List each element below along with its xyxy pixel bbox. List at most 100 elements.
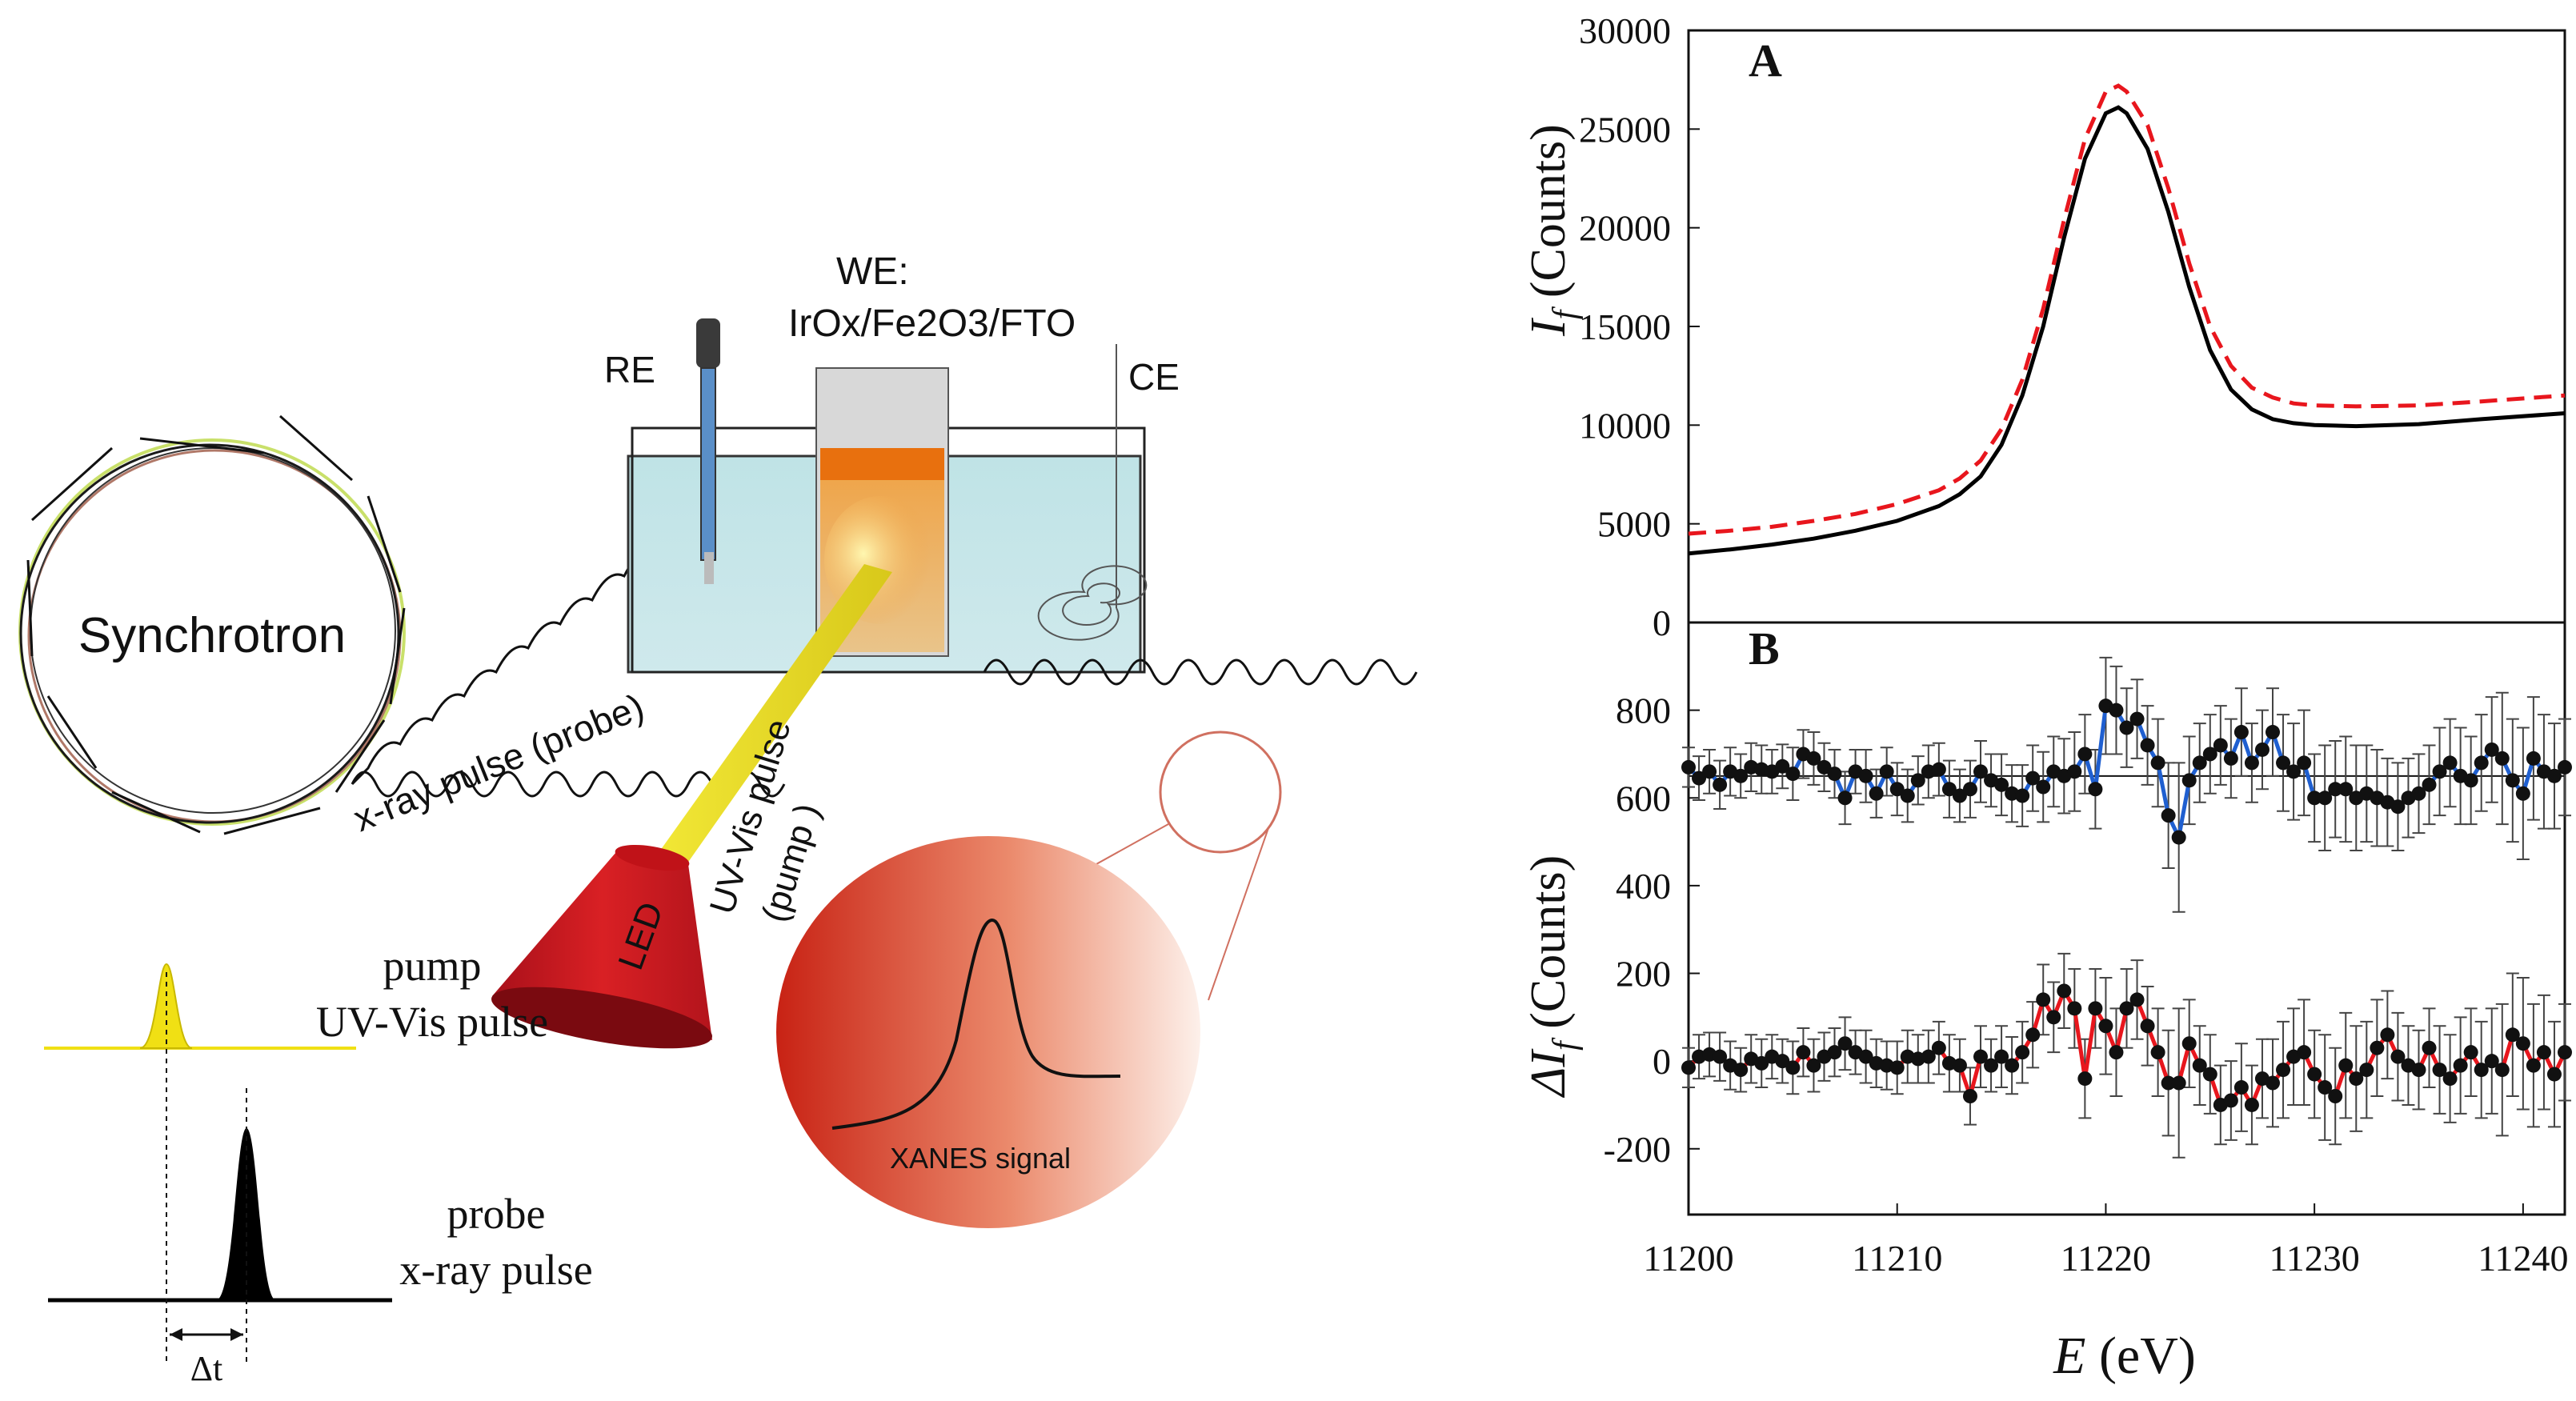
panel-b-point-difference <box>2077 1071 2093 1087</box>
xanes-label: XANES signal <box>890 1142 1071 1175</box>
panel-b-point-offset-difference <box>2494 751 2510 766</box>
panel-b-point-offset-difference <box>1962 782 1977 797</box>
panel-a-ytick-label: 30000 <box>1579 10 1671 51</box>
panel-b-point-offset-difference <box>2484 742 2499 757</box>
panel-b-point-offset-difference <box>2140 738 2155 753</box>
panel-b-label: B <box>1749 622 1780 674</box>
panel-b-point-offset-difference <box>2244 755 2259 771</box>
panel-b-point-difference <box>2432 1063 2447 1078</box>
panel-b-point-offset-difference <box>2192 755 2207 771</box>
panel-b-point-difference <box>1785 1060 1801 1075</box>
panel-b-point-difference <box>1713 1049 1728 1064</box>
panel-b-point-difference <box>2546 1067 2562 1082</box>
panel-b-point-difference <box>2526 1058 2541 1073</box>
delta-t-arrowhead-left <box>170 1328 182 1341</box>
panel-b-point-offset-difference <box>2422 777 2437 792</box>
panel-b-point-difference <box>2015 1045 2030 1060</box>
led <box>491 844 712 1049</box>
panel-b-point-offset-difference <box>2546 768 2562 783</box>
panel-b-point-offset-difference <box>1775 759 1790 774</box>
pump-label: pump <box>383 942 481 990</box>
panel-b-point-offset-difference <box>1806 751 1821 766</box>
panel-b-point-difference <box>2057 983 2072 999</box>
panel-b-point-offset-difference <box>2181 773 2197 788</box>
panel-b-point-offset-difference <box>2109 703 2124 718</box>
panel-b-point-offset-difference <box>1900 788 1915 803</box>
panel-b-point-difference <box>2202 1067 2217 1082</box>
panel-b-ytick-label: 800 <box>1616 690 1671 731</box>
panel-b-point-difference <box>1806 1058 1821 1073</box>
panel-b-point-difference <box>1984 1058 1999 1073</box>
we-label: WE: <box>836 250 909 293</box>
panel-b-point-difference <box>2067 1001 2082 1016</box>
panel-b-point-offset-difference <box>2077 747 2093 762</box>
panel-b-point-offset-difference <box>2558 759 2572 775</box>
panel-b-frame <box>1687 621 2566 1216</box>
panel-b-point-difference <box>2192 1058 2207 1073</box>
xanes-bubble <box>776 836 1200 1228</box>
panel-b-point-offset-difference <box>2515 786 2530 801</box>
x-tick-label: 11210 <box>1852 1238 1942 1279</box>
panel-b-point-offset-difference <box>2338 782 2354 797</box>
panel-b-point-difference <box>2098 1019 2113 1034</box>
panel-b-point-difference <box>2025 1027 2041 1043</box>
panel-b-point-difference <box>2244 1097 2259 1112</box>
xanes-curve <box>831 918 1121 1130</box>
panel-b-point-difference <box>2297 1045 2312 1060</box>
panel-b-point-difference <box>2370 1040 2385 1055</box>
panel-b-point-difference <box>2494 1063 2510 1078</box>
panel-b-point-difference <box>1681 1060 1696 1075</box>
panel-b-point-difference <box>2318 1080 2333 1095</box>
panel-b-point-offset-difference <box>1827 767 1842 782</box>
delta-t-label: Δt <box>190 1349 223 1388</box>
panel-a-series-illuminated <box>1688 83 2566 536</box>
panel-b-point-offset-difference <box>2318 791 2333 806</box>
probe-label: probe <box>447 1190 546 1238</box>
panel-b-point-difference <box>2181 1036 2197 1051</box>
panel-b-point-difference <box>2463 1045 2478 1060</box>
panel-b-point-offset-difference <box>2161 808 2176 823</box>
panel-b-point-difference <box>1973 1049 1988 1064</box>
pump-pulse <box>139 963 193 1049</box>
y-axis-label-a: If (Counts) <box>1521 124 1584 337</box>
panel-b-point-offset-difference <box>1910 773 1925 788</box>
panel-b-point-offset-difference <box>2150 755 2165 771</box>
sample-top <box>820 448 944 480</box>
panel-b-point-offset-difference <box>2432 764 2447 779</box>
panel-b-point-difference <box>2359 1063 2374 1078</box>
panel-b-point-offset-difference <box>2067 764 2082 779</box>
panel-b-point-offset-difference <box>2328 782 2343 797</box>
panel-b-point-difference <box>1952 1058 1967 1073</box>
panel-b-point-offset-difference <box>1733 768 1749 783</box>
panel-b-point-offset-difference <box>2025 771 2041 786</box>
panel-b-point-difference <box>2233 1080 2249 1095</box>
panel-b-point-offset-difference <box>2036 779 2051 795</box>
panel-b-point-offset-difference <box>2015 788 2030 803</box>
we-material-label: IrOx/Fe2O3/FTO <box>788 302 1076 345</box>
panel-b-point-difference <box>1754 1055 1769 1071</box>
panel-b-ytick-label: 400 <box>1616 866 1671 907</box>
reference-electrode <box>696 318 720 584</box>
panel-b-point-offset-difference <box>2266 725 2280 740</box>
panel-b-point-offset-difference <box>2233 725 2249 740</box>
panel-b-point-difference <box>1837 1036 1853 1051</box>
panel-b-point-difference <box>1827 1045 1842 1060</box>
panel-b-point-offset-difference <box>1817 759 1832 775</box>
panel-b-point-offset-difference <box>2223 751 2238 766</box>
panel-b-point-difference <box>2140 1019 2155 1034</box>
panel-b-point-difference <box>2046 1010 2061 1025</box>
panel-b-point-offset-difference <box>1713 777 1728 792</box>
panel-b-point-difference <box>1775 1054 1790 1069</box>
panel-b-point-difference <box>1796 1045 1811 1060</box>
synchrotron-label: Synchrotron <box>78 608 346 663</box>
panel-b-point-difference <box>2536 1045 2551 1060</box>
panel-b-point-offset-difference <box>1973 764 1988 779</box>
panel-b-point-difference <box>2411 1063 2426 1078</box>
panel-b-point-difference <box>1994 1049 2009 1064</box>
xray-outgoing <box>983 658 1418 686</box>
probe-label-2: x-ray pulse <box>399 1246 592 1294</box>
panel-a: 0 5000 10000 15000 20000 25000 30000 <box>1579 10 2566 643</box>
delta-t-arrowhead-right <box>230 1328 243 1341</box>
x-tick-label: 11220 <box>2061 1238 2151 1279</box>
x-tick-label: 11230 <box>2269 1238 2359 1279</box>
